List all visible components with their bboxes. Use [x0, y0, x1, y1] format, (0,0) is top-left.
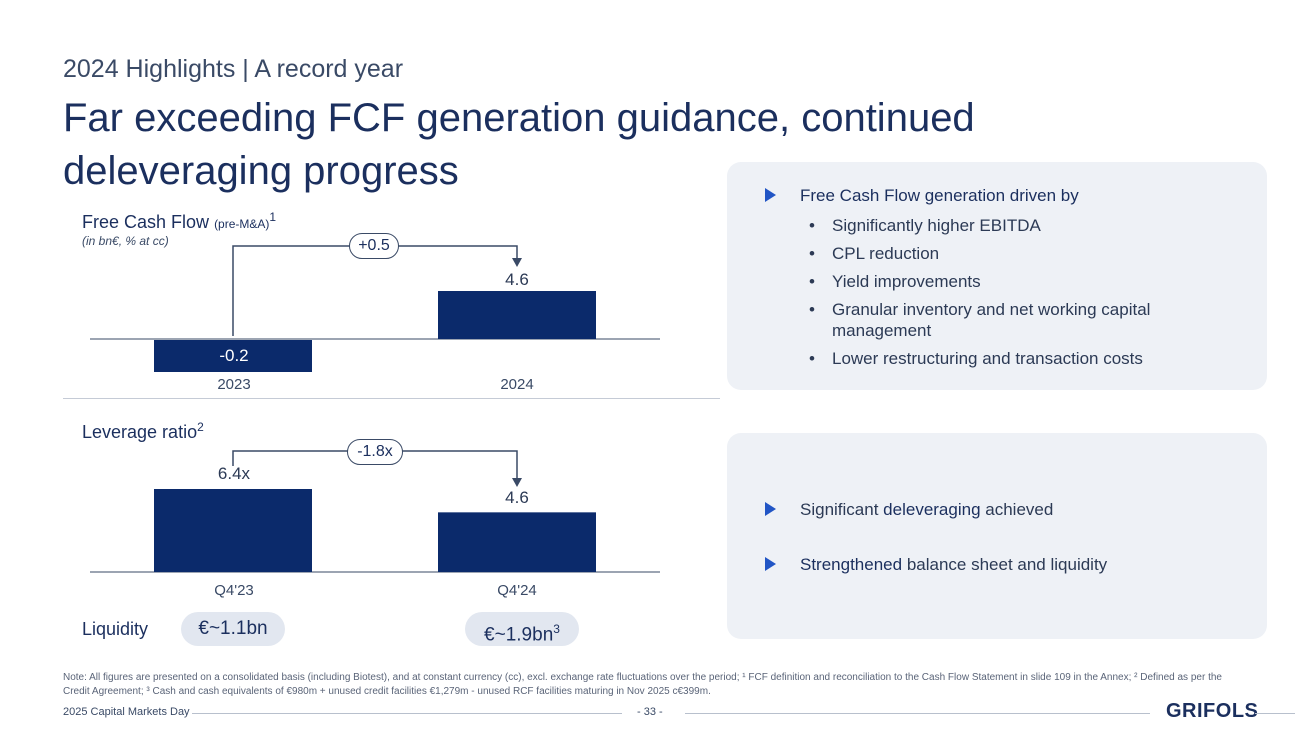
footer-rule-right: [685, 713, 1150, 714]
leverage-section-title: Leverage ratio2: [82, 420, 204, 443]
page-title: Far exceeding FCF generation guidance, c…: [63, 96, 975, 193]
liquidity-label: Liquidity: [82, 619, 149, 639]
list-item: CPL reduction: [809, 243, 1229, 264]
fcf-unit-label: (in bn€, % at cc): [82, 234, 169, 248]
fcf-axis-label-2024: 2024: [500, 376, 534, 393]
page-subtitle: 2024 Highlights | A record year: [63, 55, 404, 83]
balance-sheet-item: Strengthened balance sheet and liquidity: [765, 555, 1107, 575]
fcf-change-pill: +0.5: [349, 233, 399, 259]
deleveraging-suffix: achieved: [980, 500, 1054, 519]
leverage-axis-label-q424: Q4'24: [497, 582, 537, 599]
liquidity-value-2024-pill: €~1.9bn3: [465, 612, 579, 646]
fcf-drivers-heading: Free Cash Flow generation driven by: [765, 186, 1079, 206]
fcf-title-qualifier: (pre-M&A): [214, 217, 270, 231]
fcf-title-footnote: 1: [269, 210, 277, 224]
leverage-change-arrowhead: [512, 478, 522, 487]
balance-sheet-highlight: Strengthened: [800, 555, 903, 574]
leverage-title-footnote: 2: [197, 420, 204, 434]
footnote-text: Note: All figures are presented on a con…: [63, 672, 1222, 697]
liquidity-footnote: 3: [553, 622, 560, 636]
fcf-value-label-2023: -0.2: [219, 346, 249, 365]
triangle-bullet-icon: [765, 502, 776, 516]
balance-sheet-suffix: balance sheet and liquidity: [902, 555, 1108, 574]
leverage-value-label-q424: 4.6: [505, 488, 529, 507]
fcf-chart: [90, 245, 660, 372]
fcf-section-title: Free Cash Flow (pre-M&A)1: [82, 210, 276, 233]
list-item: Lower restructuring and transaction cost…: [809, 348, 1229, 369]
grifols-logo: GRIFOLS: [1166, 700, 1259, 722]
fcf-value-label-2024: 4.6: [505, 270, 529, 289]
leverage-bar-q423: [154, 489, 312, 572]
list-item: Granular inventory and net working capit…: [809, 299, 1229, 341]
deleveraging-highlight: deleveraging: [883, 500, 981, 519]
list-item: Significantly higher EBITDA: [809, 215, 1229, 236]
fcf-drivers-panel: Free Cash Flow generation driven by Sign…: [727, 162, 1267, 390]
leverage-chart: [90, 450, 660, 573]
leverage-value-label-q423: 6.4x: [217, 464, 251, 483]
liquidity-value-2023: €~1.1bn: [181, 612, 285, 646]
deleveraging-panel: Significant deleveraging achieved Streng…: [727, 433, 1267, 639]
fcf-bar-2024: [438, 291, 596, 339]
triangle-bullet-icon: [765, 188, 776, 202]
list-item: Yield improvements: [809, 271, 1229, 292]
leverage-axis-label-q423: Q4'23: [214, 582, 254, 599]
fcf-bar-2023: [154, 340, 312, 372]
leverage-change-pill: -1.8x: [347, 439, 403, 465]
fcf-drivers-list: Significantly higher EBITDA CPL reductio…: [809, 215, 1229, 376]
fcf-axis-label-2023: 2023: [217, 376, 251, 393]
footer-event: 2025 Capital Markets Day: [63, 706, 190, 718]
footer-rule-left: [192, 713, 622, 714]
fcf-drivers-heading-text: Free Cash Flow generation driven by: [800, 186, 1079, 205]
leverage-bar-q424: [438, 512, 596, 572]
deleveraging-item: Significant deleveraging achieved: [765, 500, 1053, 520]
footer-rule-end: [1255, 713, 1295, 714]
page-number: - 33 -: [637, 706, 663, 718]
section-divider: [63, 398, 720, 399]
triangle-bullet-icon: [765, 557, 776, 571]
leverage-title-text: Leverage ratio: [82, 422, 198, 442]
fcf-change-arrowhead: [512, 258, 522, 267]
fcf-title-text: Free Cash Flow: [82, 212, 210, 232]
deleveraging-prefix: Significant: [800, 500, 884, 519]
liquidity-value-2024: €~1.9bn: [484, 624, 554, 646]
